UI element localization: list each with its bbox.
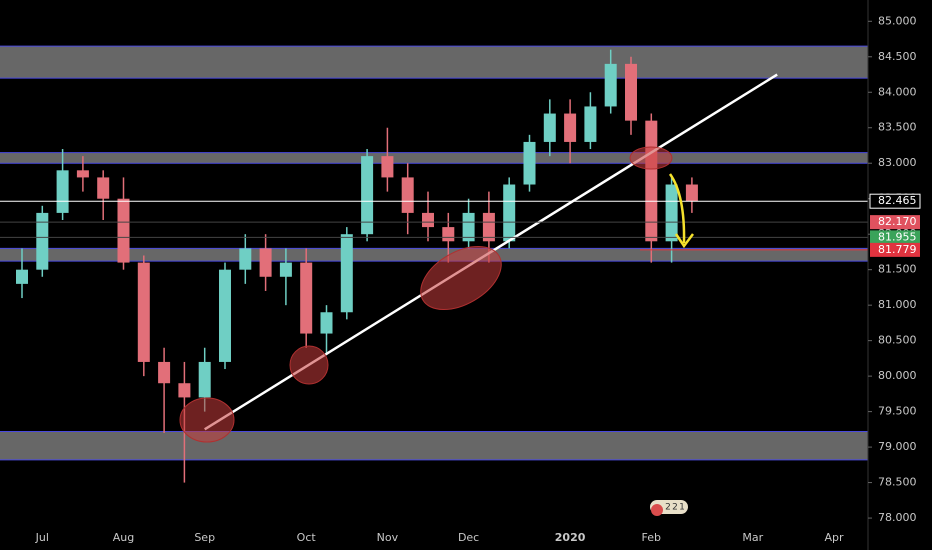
x-tick-label: Feb bbox=[642, 531, 661, 544]
candle-body bbox=[16, 269, 28, 284]
price-axis: 78.000 78.500 79.000 79.500 80.000 80.500 81.0… bbox=[868, 14, 921, 524]
x-tick-label: 2020 bbox=[555, 531, 586, 544]
arrow bbox=[668, 173, 686, 244]
x-tick-label: Dec bbox=[458, 531, 479, 544]
candle-body bbox=[239, 248, 252, 270]
candle-body bbox=[36, 212, 49, 270]
zone bbox=[0, 152, 868, 164]
candle-body bbox=[462, 212, 475, 242]
zone bbox=[0, 46, 868, 79]
candle-body bbox=[97, 177, 110, 199]
candle-body bbox=[401, 177, 414, 213]
candle-body bbox=[158, 361, 171, 384]
badge-text: 2 bbox=[672, 503, 678, 513]
candle-body bbox=[178, 383, 191, 398]
y-tick-label: 78.500 bbox=[878, 476, 917, 489]
candle-body bbox=[117, 198, 130, 263]
price-label-bg bbox=[869, 193, 921, 209]
candle-body bbox=[361, 156, 374, 235]
y-tick-label: 78.000 bbox=[878, 511, 917, 524]
candle-body bbox=[503, 184, 516, 242]
highlight bbox=[629, 146, 673, 170]
candle-body bbox=[543, 113, 556, 142]
y-tick-label: 81.500 bbox=[878, 263, 917, 276]
candle-body bbox=[482, 212, 495, 242]
zone bbox=[0, 431, 868, 460]
candles bbox=[16, 49, 698, 483]
y-tick-label: 85.000 bbox=[878, 14, 917, 27]
candle-body bbox=[625, 63, 637, 121]
x-tick-label: Nov bbox=[377, 531, 399, 544]
candle-body bbox=[198, 361, 211, 398]
candle-body bbox=[584, 106, 597, 142]
candle-body bbox=[523, 141, 536, 185]
candle-body bbox=[56, 170, 69, 213]
candle-body bbox=[137, 262, 150, 362]
candle-body bbox=[665, 184, 678, 242]
price-label: 82.465 bbox=[878, 194, 917, 207]
candle-body bbox=[340, 234, 353, 313]
candle-body bbox=[279, 262, 292, 277]
x-tick-label: Mar bbox=[742, 531, 763, 544]
y-tick-label: 79.000 bbox=[878, 440, 917, 453]
badge-icon bbox=[651, 504, 663, 516]
badge bbox=[650, 500, 688, 516]
badge-text: 2 bbox=[665, 503, 671, 513]
highlight bbox=[179, 397, 235, 443]
y-tick-label: 84.000 bbox=[878, 85, 917, 98]
arrow-head bbox=[674, 233, 694, 249]
x-tick-label: Sep bbox=[194, 531, 215, 544]
highlight bbox=[289, 345, 329, 385]
price-label-bg bbox=[870, 230, 920, 245]
candle-body bbox=[442, 227, 455, 242]
candle-body bbox=[381, 156, 394, 178]
y-tick-label: 84.500 bbox=[878, 50, 917, 63]
y-tick-label: 79.500 bbox=[878, 405, 917, 418]
y-tick-label: 83.500 bbox=[878, 121, 917, 134]
price-label: 81.779 bbox=[878, 243, 917, 256]
candle-body bbox=[564, 113, 577, 142]
y-tick-label: 83.000 bbox=[878, 156, 917, 169]
price-label: 82.170 bbox=[878, 215, 917, 228]
candle-body bbox=[604, 63, 617, 107]
y-tick-label: 80.500 bbox=[878, 334, 917, 347]
badge-text: 1 bbox=[679, 503, 685, 513]
candle-body bbox=[300, 262, 313, 334]
y-tick-label: 80.000 bbox=[878, 369, 917, 382]
candle-body bbox=[320, 312, 333, 334]
candle-body bbox=[422, 212, 434, 228]
time-axis: Jul Aug Sep Oct Nov Dec 2020 Feb Mar Apr bbox=[35, 531, 844, 544]
x-tick-label: Aug bbox=[113, 531, 134, 544]
y-tick-label: 81.000 bbox=[878, 298, 917, 311]
highlight bbox=[420, 246, 502, 310]
price-label: 81.955 bbox=[878, 230, 917, 243]
x-tick-label: Jul bbox=[35, 531, 49, 544]
candle-body bbox=[259, 248, 272, 277]
candle-body bbox=[685, 184, 698, 202]
x-tick-label: Oct bbox=[297, 531, 317, 544]
candle-body bbox=[645, 120, 658, 242]
candle-body bbox=[219, 269, 231, 362]
price-label-bg bbox=[870, 215, 920, 230]
candle-body bbox=[76, 170, 89, 178]
price-label-bg bbox=[870, 242, 920, 257]
x-tick-label: Apr bbox=[824, 531, 844, 544]
